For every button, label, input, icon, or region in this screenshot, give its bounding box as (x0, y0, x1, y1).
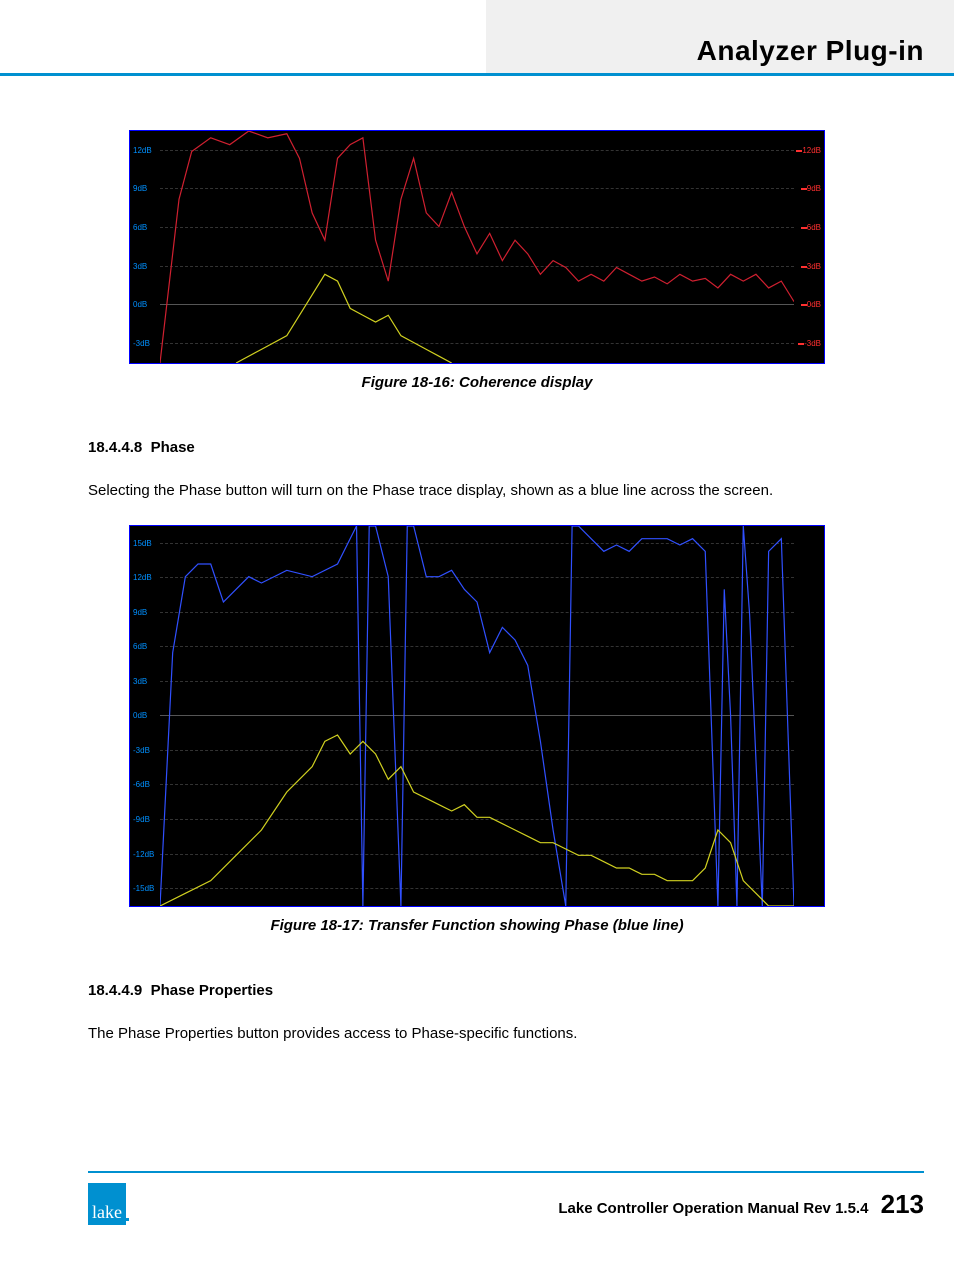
y-tick-label: 3dB (133, 262, 147, 271)
page-title: Analyzer Plug-in (697, 35, 924, 67)
trace-magnitude (160, 735, 794, 906)
trace-phase (160, 526, 794, 906)
footer-text: Lake Controller Operation Manual Rev 1.5… (558, 1189, 924, 1220)
y-tick-label: -3dB (133, 746, 150, 755)
lake-logo: lake (88, 1183, 126, 1225)
y-tick-label: -9dB (133, 815, 150, 824)
y-tick-label-right: -3dB (796, 339, 821, 348)
trace-coherence (160, 131, 794, 363)
y-tick-label: 9dB (133, 184, 147, 193)
y-tick-label: 6dB (133, 223, 147, 232)
section-body-phase-props: The Phase Properties button provides acc… (88, 1023, 866, 1044)
manual-rev: Lake Controller Operation Manual Rev 1.5… (558, 1200, 868, 1217)
section-title: Phase Properties (151, 982, 274, 999)
section-body-phase: Selecting the Phase button will turn on … (88, 480, 866, 501)
y-tick-label: 3dB (133, 677, 147, 686)
y-tick-label-right: 6dB (799, 223, 821, 232)
section-number: 18.4.4.9 (88, 982, 142, 999)
y-tick-label: -3dB (133, 339, 150, 348)
y-tick-label: 0dB (133, 711, 147, 720)
footer: lake Lake Controller Operation Manual Re… (88, 1171, 924, 1225)
trace-magnitude (236, 274, 452, 363)
y-axis-right: 12dB 9dB 6dB 3dB 0dB -3dB (794, 131, 821, 363)
y-tick-label: -6dB (133, 780, 150, 789)
trace-area (160, 526, 794, 906)
logo-text: lake (92, 1202, 122, 1223)
section-title: Phase (151, 439, 195, 456)
y-tick-label: 12dB (133, 146, 152, 155)
page-number: 213 (881, 1189, 924, 1219)
section-heading-phase: 18.4.4.8 Phase (88, 439, 866, 456)
y-tick-label: -12dB (133, 850, 154, 859)
y-tick-label: 15dB (133, 539, 152, 548)
y-tick-label: 12dB (133, 573, 152, 582)
content: 12dB 9dB 6dB 3dB 0dB -3dB 12dB 9dB 6dB 3dB 0dB -3d… (88, 120, 866, 1068)
section-heading-phase-props: 18.4.4.9 Phase Properties (88, 982, 866, 999)
y-tick-label: 6dB (133, 642, 147, 651)
y-tick-label-right: 0dB (799, 300, 821, 309)
y-axis-left: 12dB 9dB 6dB 3dB 0dB -3dB (133, 131, 152, 363)
y-tick-label: 0dB (133, 300, 147, 309)
section-number: 18.4.4.8 (88, 439, 142, 456)
y-tick-label: 9dB (133, 608, 147, 617)
phase-chart: 15dB 12dB 9dB 6dB 3dB 0dB -3dB -6dB -9dB -12dB -15… (129, 525, 825, 907)
y-tick-label-right: 3dB (799, 262, 821, 271)
header-rule (0, 73, 954, 76)
trace-area (160, 131, 794, 363)
y-tick-label-right: 12dB (794, 146, 821, 155)
y-tick-label: -15dB (133, 884, 154, 893)
y-tick-label-right: 9dB (799, 184, 821, 193)
y-axis-left: 15dB 12dB 9dB 6dB 3dB 0dB -3dB -6dB -9dB -12dB -15… (133, 526, 154, 906)
coherence-chart: 12dB 9dB 6dB 3dB 0dB -3dB 12dB 9dB 6dB 3dB 0dB -3d… (129, 130, 825, 364)
figure-caption-2: Figure 18-17: Transfer Function showing … (88, 917, 866, 934)
figure-caption-1: Figure 18-16: Coherence display (88, 374, 866, 391)
